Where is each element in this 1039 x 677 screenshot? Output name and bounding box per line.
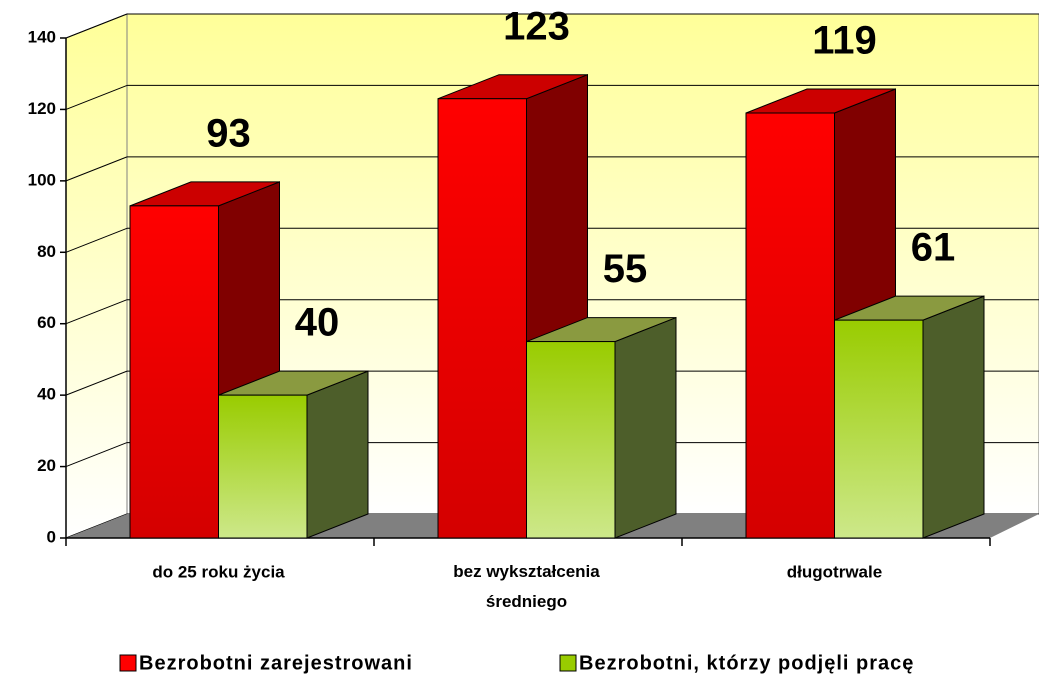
bar-side <box>306 370 369 539</box>
y-tick-label: 140 <box>28 27 56 46</box>
bar <box>218 370 369 539</box>
side-wall <box>65 13 128 539</box>
bar-side <box>614 316 677 539</box>
legend-swatch <box>119 654 137 672</box>
bar-front <box>745 112 835 539</box>
y-tick-label: 120 <box>28 99 56 118</box>
y-tick-label: 80 <box>37 242 56 261</box>
grid-line <box>65 227 128 253</box>
grid-line <box>65 13 128 39</box>
grid-line <box>65 84 128 110</box>
value-label: 123 <box>503 4 570 48</box>
y-tick-label: 40 <box>37 385 56 404</box>
grid-line <box>65 370 128 396</box>
grid-line <box>65 156 128 182</box>
x-tick-label: do 25 roku życia <box>152 562 285 581</box>
value-label: 119 <box>812 19 877 63</box>
legend-label: Bezrobotni zarejestrowani <box>139 652 413 674</box>
x-tick-label: bez wykształcenia średniego <box>453 562 600 611</box>
bar <box>834 295 985 539</box>
bar-front <box>834 319 924 539</box>
value-label: 61 <box>911 226 956 270</box>
bar-front <box>526 341 616 539</box>
y-tick-label: 60 <box>37 313 56 332</box>
x-tick-label: długotrwale <box>787 562 882 581</box>
grid-line <box>65 442 128 468</box>
y-tick-label: 0 <box>47 527 56 546</box>
bar-front <box>218 394 308 539</box>
legend-swatch <box>559 654 577 672</box>
grid-line <box>65 299 128 325</box>
value-label: 93 <box>206 111 251 155</box>
bar <box>526 316 677 539</box>
bar-side <box>922 295 985 539</box>
bar-front <box>437 98 527 539</box>
y-tick-label: 100 <box>28 170 56 189</box>
value-label: 55 <box>603 247 648 291</box>
value-label: 40 <box>295 301 340 345</box>
bar-front <box>129 205 219 539</box>
y-tick-label: 20 <box>37 456 56 475</box>
legend-label: Bezrobotni, którzy podjęli pracę <box>579 652 914 674</box>
